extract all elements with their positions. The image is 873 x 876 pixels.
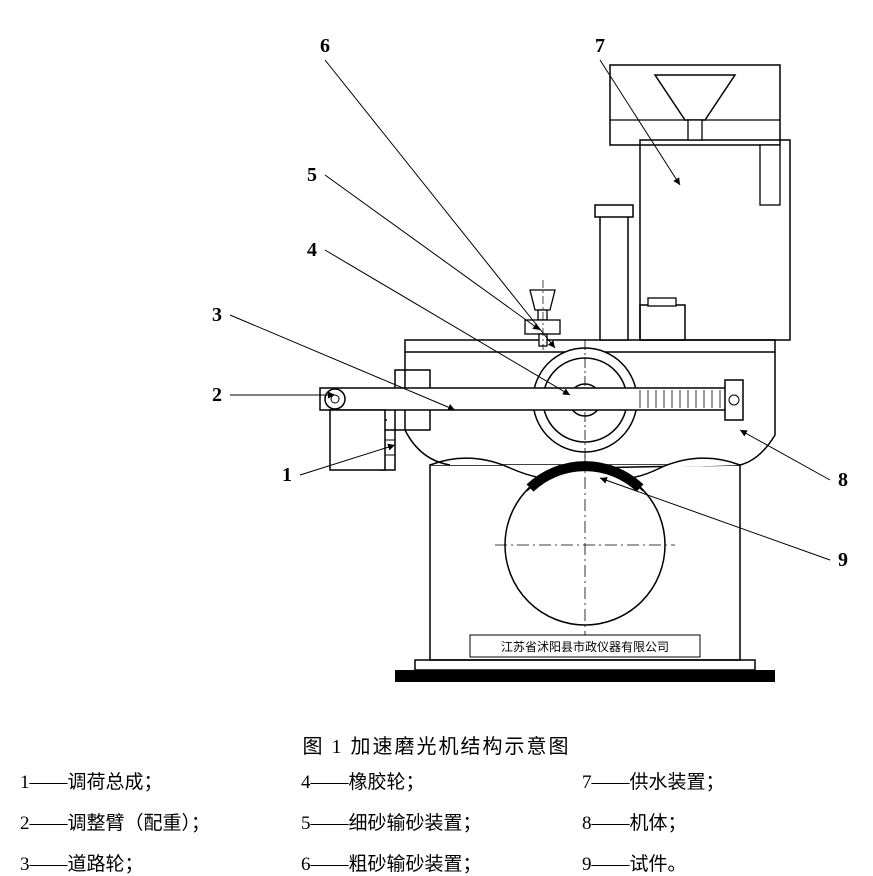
machine-diagram: 江苏省沭阳县市政仪器有限公司 6 7 5 4 3 2 1 8 9 xyxy=(0,0,873,720)
svg-text:6: 6 xyxy=(320,35,330,57)
machine-body: 江苏省沭阳县市政仪器有限公司 xyxy=(320,65,790,682)
svg-text:7: 7 xyxy=(595,35,605,57)
legend-item: 8——机体； xyxy=(582,808,853,835)
svg-text:1: 1 xyxy=(282,464,292,486)
legend-item: 4——橡胶轮； xyxy=(301,767,572,794)
svg-text:4: 4 xyxy=(307,239,317,261)
svg-text:9: 9 xyxy=(838,549,848,571)
figure-legend: 1——调荷总成； 2——调整臂（配重）； 3——道路轮； 4——橡胶轮； 5——细砂输砂… xyxy=(0,759,873,876)
svg-text:5: 5 xyxy=(307,164,317,186)
legend-item: 6——粗砂输砂装置； xyxy=(301,849,572,876)
legend-item: 2——调整臂（配重）； xyxy=(20,808,291,835)
svg-text:8: 8 xyxy=(838,469,848,491)
svg-text:江苏省沭阳县市政仪器有限公司: 江苏省沭阳县市政仪器有限公司 xyxy=(501,639,669,654)
legend-item: 9——试件。 xyxy=(582,849,853,876)
svg-text:2: 2 xyxy=(212,384,222,406)
legend-item: 1——调荷总成； xyxy=(20,767,291,794)
figure-caption: 图 1 加速磨光机结构示意图 xyxy=(0,730,873,759)
legend-item: 3——道路轮； xyxy=(20,849,291,876)
legend-item: 7——供水装置； xyxy=(582,767,853,794)
legend-item: 5——细砂输砂装置； xyxy=(301,808,572,835)
svg-text:3: 3 xyxy=(212,304,222,326)
